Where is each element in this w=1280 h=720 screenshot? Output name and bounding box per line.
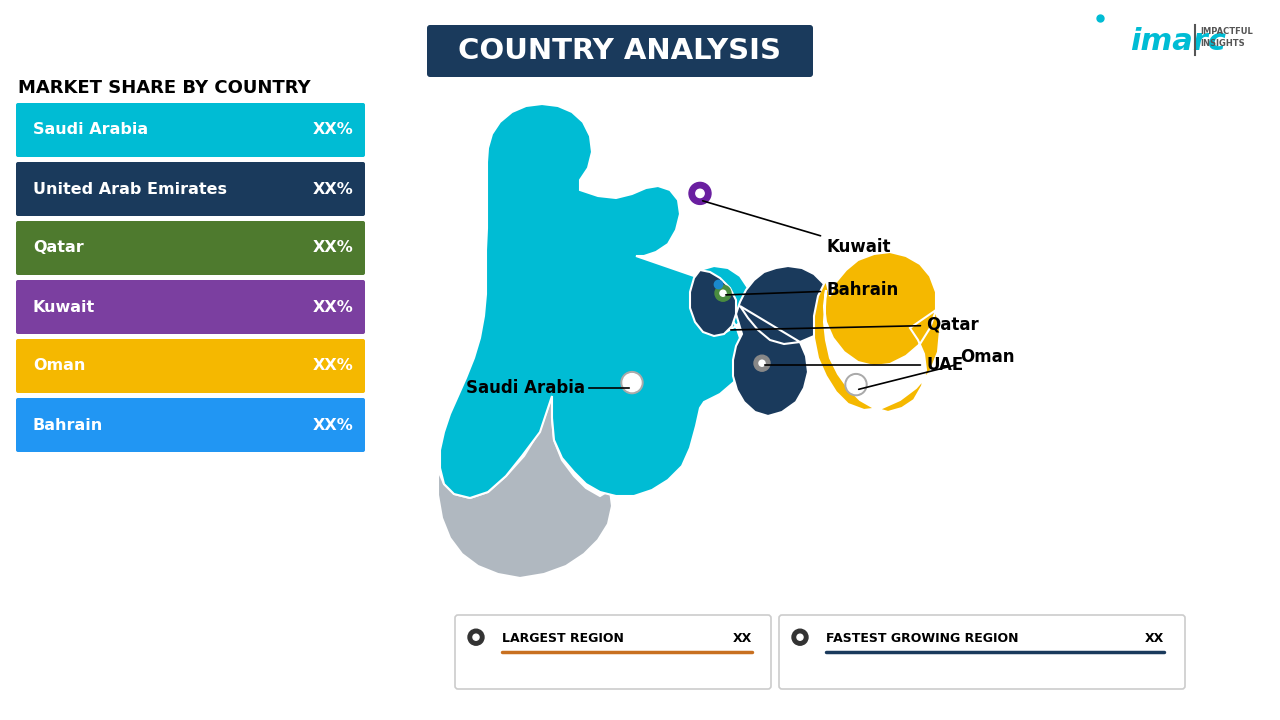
Circle shape <box>621 372 643 394</box>
Text: Saudi Arabia: Saudi Arabia <box>466 379 585 397</box>
Circle shape <box>845 374 867 395</box>
Circle shape <box>719 290 726 296</box>
Text: imarc: imarc <box>1130 27 1226 56</box>
Polygon shape <box>847 390 863 395</box>
FancyBboxPatch shape <box>15 398 365 452</box>
Text: XX: XX <box>732 631 753 644</box>
Circle shape <box>716 285 731 301</box>
Polygon shape <box>623 387 639 392</box>
Text: Saudi Arabia: Saudi Arabia <box>33 122 148 138</box>
FancyBboxPatch shape <box>15 103 365 157</box>
Polygon shape <box>691 198 709 204</box>
FancyBboxPatch shape <box>15 162 365 216</box>
Text: Oman: Oman <box>33 359 86 374</box>
Text: Bahrain: Bahrain <box>33 418 104 433</box>
Text: United Arab Emirates: United Arab Emirates <box>33 181 227 197</box>
Circle shape <box>623 374 641 392</box>
Polygon shape <box>470 640 483 645</box>
Text: INSIGHTS: INSIGHTS <box>1201 40 1244 48</box>
Circle shape <box>468 629 484 645</box>
Text: Qatar: Qatar <box>731 316 979 334</box>
Circle shape <box>852 381 859 388</box>
Text: XX%: XX% <box>312 240 353 256</box>
FancyBboxPatch shape <box>15 339 365 393</box>
Circle shape <box>696 189 704 197</box>
Polygon shape <box>755 366 769 372</box>
Text: XX%: XX% <box>312 181 353 197</box>
FancyBboxPatch shape <box>428 25 813 77</box>
Polygon shape <box>849 388 864 394</box>
Text: IMPACTFUL: IMPACTFUL <box>1201 27 1253 37</box>
Polygon shape <box>717 297 730 301</box>
FancyBboxPatch shape <box>15 280 365 334</box>
Text: XX%: XX% <box>312 418 353 433</box>
Circle shape <box>628 379 635 386</box>
Text: Kuwait: Kuwait <box>33 300 95 315</box>
Text: UAE: UAE <box>764 356 964 374</box>
Circle shape <box>754 355 771 372</box>
Text: Qatar: Qatar <box>33 240 83 256</box>
Polygon shape <box>794 640 806 645</box>
Circle shape <box>474 634 479 640</box>
Polygon shape <box>625 386 640 392</box>
Text: MARKET SHARE BY COUNTRY: MARKET SHARE BY COUNTRY <box>18 79 311 97</box>
Polygon shape <box>438 396 612 578</box>
Polygon shape <box>733 266 829 416</box>
Circle shape <box>759 360 765 366</box>
Text: Oman: Oman <box>859 348 1015 390</box>
Text: XX: XX <box>1144 631 1164 644</box>
FancyBboxPatch shape <box>15 221 365 275</box>
Text: COUNTRY ANALYSIS: COUNTRY ANALYSIS <box>458 37 782 65</box>
FancyBboxPatch shape <box>780 615 1185 689</box>
Text: LARGEST REGION: LARGEST REGION <box>502 631 623 644</box>
Polygon shape <box>690 270 736 336</box>
Circle shape <box>797 634 803 640</box>
Circle shape <box>847 376 865 394</box>
Text: XX%: XX% <box>312 300 353 315</box>
FancyBboxPatch shape <box>454 615 771 689</box>
Text: Kuwait: Kuwait <box>703 201 891 256</box>
Text: XX%: XX% <box>312 359 353 374</box>
Circle shape <box>689 182 710 204</box>
Text: Bahrain: Bahrain <box>726 281 899 299</box>
Circle shape <box>792 629 808 645</box>
Text: FASTEST GROWING REGION: FASTEST GROWING REGION <box>826 631 1019 644</box>
Text: XX%: XX% <box>312 122 353 138</box>
Polygon shape <box>440 104 750 498</box>
Polygon shape <box>814 252 940 412</box>
